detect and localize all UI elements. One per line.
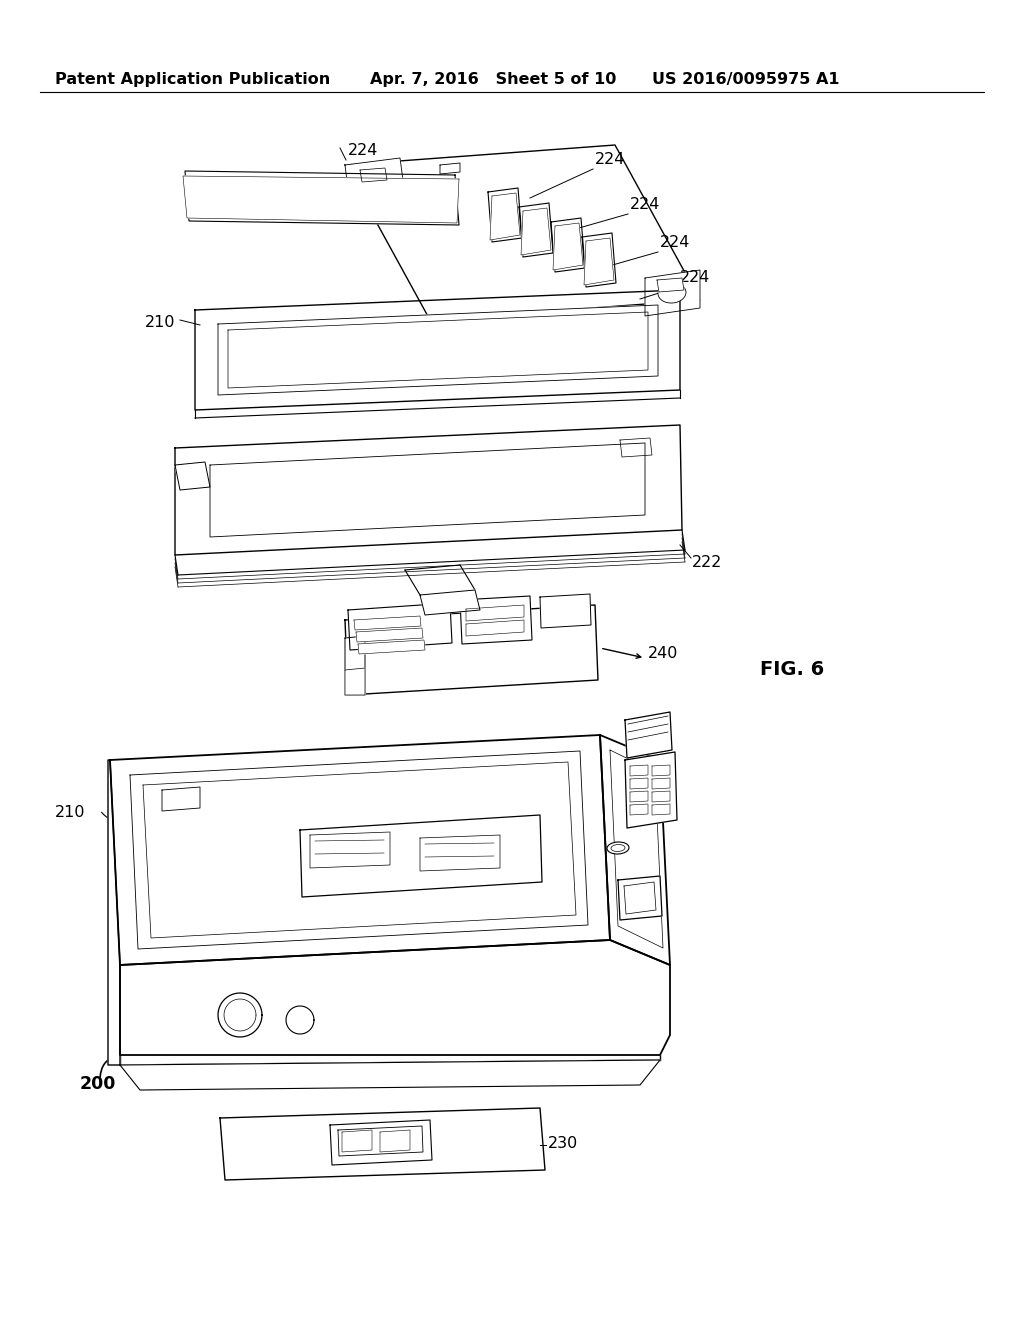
Polygon shape <box>600 735 670 965</box>
Polygon shape <box>345 668 365 696</box>
Polygon shape <box>466 605 524 620</box>
Polygon shape <box>630 766 648 776</box>
Text: Apr. 7, 2016   Sheet 5 of 10: Apr. 7, 2016 Sheet 5 of 10 <box>370 73 616 87</box>
Text: 224: 224 <box>595 152 626 168</box>
Polygon shape <box>183 176 459 223</box>
Polygon shape <box>440 162 460 174</box>
Ellipse shape <box>607 842 629 854</box>
Polygon shape <box>420 590 480 615</box>
Polygon shape <box>652 777 670 789</box>
Polygon shape <box>360 168 387 182</box>
Polygon shape <box>625 752 677 828</box>
Polygon shape <box>652 766 670 776</box>
Polygon shape <box>625 711 672 758</box>
Polygon shape <box>130 751 588 949</box>
Text: Patent Application Publication: Patent Application Publication <box>55 73 331 87</box>
Polygon shape <box>488 187 522 242</box>
Polygon shape <box>466 620 524 636</box>
Text: 200: 200 <box>80 1074 117 1093</box>
Polygon shape <box>652 791 670 803</box>
Polygon shape <box>162 787 200 810</box>
Polygon shape <box>345 636 365 696</box>
Polygon shape <box>345 158 406 205</box>
Polygon shape <box>110 735 610 965</box>
Polygon shape <box>356 628 423 642</box>
Polygon shape <box>630 791 648 803</box>
Polygon shape <box>175 462 210 490</box>
Polygon shape <box>630 777 648 789</box>
Polygon shape <box>120 1060 660 1090</box>
Ellipse shape <box>658 282 686 304</box>
Polygon shape <box>195 290 680 411</box>
Text: FIG. 6: FIG. 6 <box>760 660 824 678</box>
Polygon shape <box>354 616 421 630</box>
Polygon shape <box>652 804 670 814</box>
Polygon shape <box>551 218 585 272</box>
Polygon shape <box>330 1119 432 1166</box>
Text: 222: 222 <box>692 554 722 570</box>
Polygon shape <box>342 1130 372 1152</box>
Text: 245: 245 <box>445 814 475 830</box>
Polygon shape <box>645 271 700 315</box>
Polygon shape <box>175 425 682 554</box>
Ellipse shape <box>359 172 387 191</box>
Polygon shape <box>624 882 656 913</box>
Polygon shape <box>584 238 614 285</box>
Ellipse shape <box>611 845 625 851</box>
Polygon shape <box>348 603 452 649</box>
Polygon shape <box>310 832 390 869</box>
Polygon shape <box>519 203 553 257</box>
Polygon shape <box>582 234 616 286</box>
Text: 230: 230 <box>548 1135 579 1151</box>
Polygon shape <box>657 279 684 292</box>
Polygon shape <box>553 223 583 271</box>
Polygon shape <box>521 209 551 255</box>
Polygon shape <box>218 305 658 395</box>
Polygon shape <box>460 597 532 644</box>
Polygon shape <box>618 876 662 920</box>
Polygon shape <box>338 1126 423 1156</box>
Text: US 2016/0095975 A1: US 2016/0095975 A1 <box>652 73 840 87</box>
Polygon shape <box>345 145 700 319</box>
Text: 210: 210 <box>144 315 175 330</box>
Polygon shape <box>120 940 670 1055</box>
Polygon shape <box>358 640 425 653</box>
Polygon shape <box>220 1107 545 1180</box>
Polygon shape <box>185 172 459 224</box>
Text: 224: 224 <box>348 143 379 158</box>
Polygon shape <box>300 814 542 898</box>
Polygon shape <box>620 438 652 457</box>
Text: 210: 210 <box>54 805 85 820</box>
Polygon shape <box>380 1130 410 1152</box>
Polygon shape <box>345 605 598 696</box>
Polygon shape <box>630 804 648 814</box>
Polygon shape <box>108 760 120 1065</box>
Polygon shape <box>210 444 645 537</box>
Polygon shape <box>490 193 520 240</box>
Polygon shape <box>540 594 591 628</box>
Polygon shape <box>420 836 500 871</box>
Text: 224: 224 <box>680 271 711 285</box>
Text: 224: 224 <box>630 197 660 213</box>
Text: 240: 240 <box>648 645 678 660</box>
Text: 224: 224 <box>660 235 690 249</box>
